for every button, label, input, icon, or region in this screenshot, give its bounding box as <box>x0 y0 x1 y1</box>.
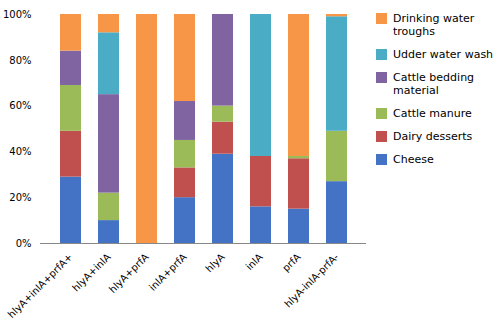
svg-text:20%: 20% <box>9 192 31 203</box>
html-text:Cattle manure: Cattle manure <box>393 107 472 120</box>
svg-text:prfA: prfA <box>280 251 303 274</box>
html-text:Udder water wash: Udder water wash <box>393 48 494 61</box>
svg-text:inlA: inlA <box>244 251 265 272</box>
svg-text:100%: 100% <box>3 9 32 20</box>
html-text:Drinking water troughs: Drinking water troughs <box>393 12 475 38</box>
svg-text:80%: 80% <box>9 55 31 66</box>
html-text:Dairy desserts: Dairy desserts <box>393 130 473 143</box>
svg-text:inlA+prfA: inlA+prfA <box>147 251 189 293</box>
svg-text:0%: 0% <box>16 238 32 249</box>
html-text:Cheese: Cheese <box>393 153 434 166</box>
svg-text:40%: 40% <box>9 146 31 157</box>
svg-text:hlyA: hlyA <box>203 251 226 274</box>
html-text:Cattle bedding material: Cattle bedding material <box>393 71 475 97</box>
svg-text:60%: 60% <box>9 100 31 111</box>
svg-text:hlyA+prfA: hlyA+prfA <box>107 251 151 295</box>
svg-text:hlyA-inlA-prfA-: hlyA-inlA-prfA- <box>282 251 341 310</box>
svg-text:hlyA+inlA: hlyA+inlA <box>70 251 113 294</box>
svg-text:hlyA+inlA+prfA+: hlyA+inlA+prfA+ <box>6 251 75 320</box>
